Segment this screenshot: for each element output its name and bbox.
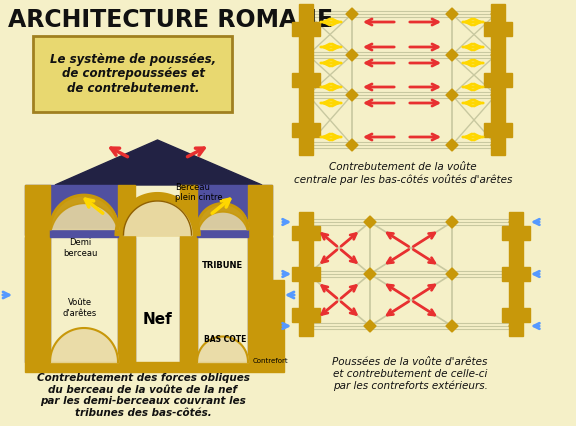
Polygon shape (509, 269, 519, 279)
Polygon shape (446, 139, 458, 151)
Bar (248, 185, 272, 362)
Bar (313, 226, 320, 240)
Text: TRIBUNE: TRIBUNE (202, 261, 242, 270)
Polygon shape (509, 217, 519, 227)
Bar (248, 185, 272, 235)
Text: Berceau
plein cintre: Berceau plein cintre (175, 183, 223, 202)
Bar (292, 267, 299, 281)
Polygon shape (303, 217, 313, 227)
Polygon shape (346, 49, 358, 61)
Bar (25, 237, 50, 362)
Bar (313, 308, 320, 322)
Text: Le système de poussées,
de contrepoussées et
de contrebutement.: Le système de poussées, de contrepoussée… (50, 52, 216, 95)
Polygon shape (509, 321, 519, 331)
Bar (272, 280, 284, 362)
Text: Contrebutement des forces obliques
du berceau de la voûte de la nef
par les demi: Contrebutement des forces obliques du be… (36, 373, 249, 418)
Bar (523, 267, 530, 281)
Bar (484, 72, 491, 86)
Bar (313, 22, 320, 36)
Bar (25, 362, 284, 372)
Polygon shape (303, 269, 313, 279)
Polygon shape (491, 140, 501, 150)
Polygon shape (364, 268, 376, 280)
Bar (484, 22, 491, 36)
Bar (25, 185, 50, 362)
Bar (505, 123, 512, 137)
Polygon shape (446, 49, 458, 61)
Polygon shape (446, 268, 458, 280)
Bar (50, 185, 118, 235)
Text: Poussées de la voûte d'arêtes
et contrebutement de celle-ci
par les contreforts : Poussées de la voûte d'arêtes et contreb… (332, 357, 488, 391)
Text: BAS COTE: BAS COTE (204, 336, 246, 345)
Text: Contrefort: Contrefort (252, 358, 288, 364)
Bar (299, 4, 313, 155)
Bar (118, 185, 135, 362)
Bar (180, 237, 197, 362)
Polygon shape (491, 90, 501, 100)
Bar (248, 237, 272, 362)
Text: Voûte
d'arêtes: Voûte d'arêtes (63, 298, 97, 318)
Bar (25, 185, 50, 235)
Polygon shape (346, 8, 358, 20)
Polygon shape (346, 139, 358, 151)
Text: Demi
berceau: Demi berceau (63, 238, 97, 258)
Polygon shape (303, 321, 313, 331)
Polygon shape (446, 216, 458, 228)
Bar (299, 212, 313, 336)
Polygon shape (364, 216, 376, 228)
Polygon shape (346, 89, 358, 101)
Bar (523, 226, 530, 240)
Bar (505, 72, 512, 86)
Polygon shape (446, 320, 458, 332)
Polygon shape (364, 320, 376, 332)
Bar (197, 229, 248, 237)
Polygon shape (446, 8, 458, 20)
Polygon shape (303, 140, 313, 150)
Polygon shape (55, 140, 262, 185)
Bar (50, 229, 118, 237)
FancyBboxPatch shape (33, 36, 232, 112)
Polygon shape (491, 9, 501, 19)
Bar (313, 267, 320, 281)
Bar (292, 308, 299, 322)
Polygon shape (303, 90, 313, 100)
Bar (292, 22, 299, 36)
Bar (292, 123, 299, 137)
Polygon shape (491, 50, 501, 60)
Bar (313, 123, 320, 137)
Bar (502, 308, 509, 322)
Bar (491, 4, 505, 155)
Text: ARCHITECTURE ROMANE: ARCHITECTURE ROMANE (8, 8, 333, 32)
Bar (523, 308, 530, 322)
Bar (502, 267, 509, 281)
Bar (505, 22, 512, 36)
Text: Nef: Nef (142, 313, 172, 328)
Polygon shape (303, 9, 313, 19)
Bar (502, 226, 509, 240)
Bar (118, 237, 135, 362)
Bar (292, 72, 299, 86)
Bar (484, 123, 491, 137)
Polygon shape (446, 89, 458, 101)
Bar (313, 72, 320, 86)
Bar (509, 212, 523, 336)
Text: Contrebutement de la voûte
centrale par les bas-côtés voûtés d'arêtes: Contrebutement de la voûte centrale par … (294, 162, 512, 185)
Bar (197, 185, 248, 235)
Polygon shape (303, 50, 313, 60)
Bar (180, 185, 197, 362)
Bar (292, 226, 299, 240)
